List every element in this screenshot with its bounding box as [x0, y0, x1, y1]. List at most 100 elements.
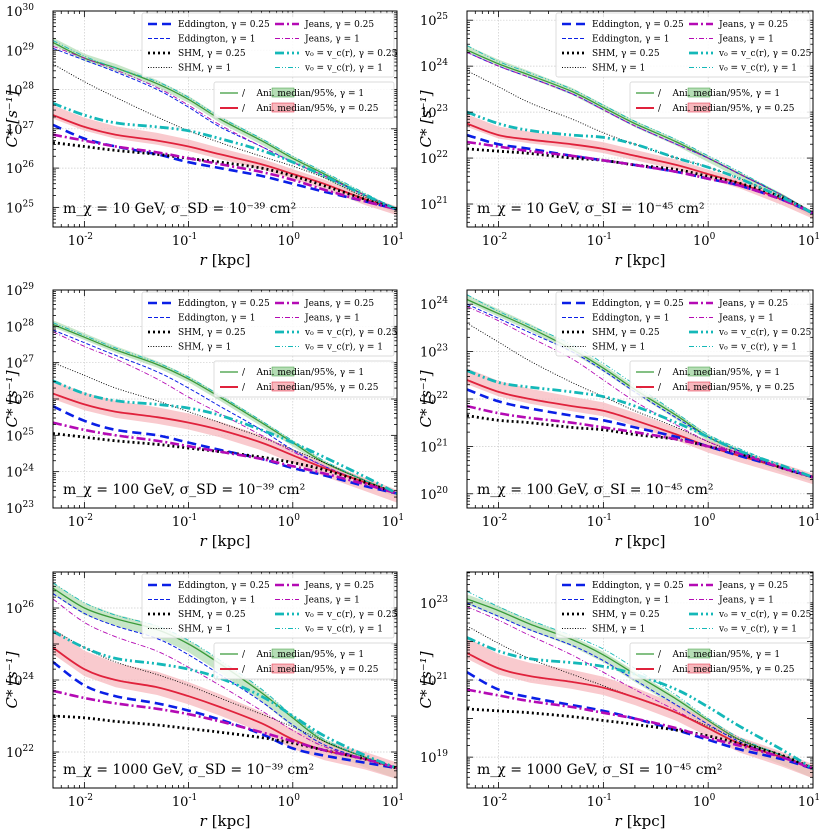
- y-axis-label: C* [s⁻¹]: [3, 651, 21, 708]
- x-tick-exp: 1: [398, 513, 404, 523]
- x-tick-label: 101: [798, 232, 820, 249]
- ani-band-gamma-025: [53, 380, 397, 503]
- legend-box-ani: [629, 360, 811, 398]
- y-tick-exp: 27: [23, 121, 35, 131]
- x-tick-exp: 0: [710, 793, 716, 803]
- ani-band-gamma-025: [467, 368, 813, 485]
- y-tick-label: 1028: [6, 318, 34, 335]
- legend-label-vc_025: v₀ = v_c(r), γ = 0.25: [304, 48, 398, 59]
- panel-annotation: m_χ = 100 GeV, σ_SI = 10⁻⁴⁵ cm²: [477, 482, 714, 498]
- series-line-0: [467, 388, 813, 479]
- legend-label-jeans_1: Jeans, γ = 1: [304, 314, 360, 324]
- legend-patch-ani_1: [271, 87, 295, 98]
- y-tick-label: 1019: [420, 749, 448, 766]
- x-tick-label: 100: [278, 793, 301, 810]
- legend-label-vc_1: v₀ = v_c(r), γ = 1: [304, 624, 383, 635]
- x-axis-unit: [kpc]: [212, 812, 251, 830]
- x-axis-label: r [kpc]: [615, 251, 666, 269]
- legend-label-vc_025: v₀ = v_c(r), γ = 0.25: [718, 48, 812, 59]
- legend-patch-ani_1: [687, 87, 711, 98]
- legend-label-shm_1: SHM, γ = 1: [592, 625, 645, 635]
- ani-band-gamma-1: [53, 582, 397, 779]
- x-axis-var: r: [615, 812, 623, 830]
- x-tick-base: 10: [172, 515, 189, 530]
- series-line-4: [53, 421, 397, 495]
- series-line-7: [467, 294, 813, 478]
- legend-box: [141, 12, 395, 78]
- series-line-0: [53, 123, 397, 211]
- y-tick-exp: 27: [23, 355, 35, 365]
- y-tick-exp: 28: [23, 318, 35, 328]
- x-tick-label: 101: [382, 232, 404, 249]
- plot-area: [53, 37, 397, 216]
- plot-area: [467, 45, 813, 219]
- series-line-5: [467, 51, 813, 214]
- x-axis-label: r [kpc]: [200, 532, 251, 550]
- panel-annotation: m_χ = 100 GeV, σ_SD = 10⁻³⁹ cm²: [63, 482, 305, 498]
- legend-label-eddington_1: Eddington, γ = 1: [178, 596, 255, 606]
- legend-label-vc_025: v₀ = v_c(r), γ = 0.25: [304, 609, 398, 620]
- legend-label-shm_1: SHM, γ = 1: [178, 343, 231, 353]
- x-tick-base: 10: [587, 795, 604, 810]
- x-axis: 10 -2 10-1 100 101: [466, 11, 820, 249]
- x-tick-base: 10: [693, 234, 710, 249]
- legend-label-jeans_025: Jeans, γ = 0.25: [304, 581, 374, 591]
- series-line-4: [467, 140, 813, 215]
- series-line-6: [467, 110, 813, 215]
- x-tick-exp: 1: [814, 793, 820, 803]
- series-line-0: [53, 660, 397, 770]
- series-line-1: [467, 602, 813, 770]
- x-tick-label: 10-1: [587, 513, 612, 530]
- y-tick-label: 1025: [6, 427, 34, 444]
- x-tick-label: 10-1: [587, 232, 612, 249]
- legend-patch-ani_1: [271, 648, 295, 659]
- panel-annotation: m_χ = 10 GeV, σ_SD = 10⁻³⁹ cm²: [63, 201, 296, 217]
- legend-box-ani: [629, 81, 811, 119]
- x-tick-base: 10: [382, 515, 399, 530]
- x-tick-label: 100: [693, 232, 716, 249]
- legend-label-eddington_1: Eddington, γ = 1: [178, 35, 255, 45]
- x-tick-exp: -2: [498, 232, 507, 242]
- legend-label-eddington_1: Eddington, γ = 1: [592, 596, 669, 606]
- x-tick-label: 101: [382, 513, 404, 530]
- x-tick-exp: -1: [188, 513, 197, 523]
- legend: Eddington, γ = 0.25 Eddington, γ = 1 SHM, …: [141, 12, 398, 119]
- x-tick-label: 10-2: [68, 793, 93, 810]
- x-axis-label: r [kpc]: [615, 812, 666, 830]
- legend-label-vc_1: v₀ = v_c(r), γ = 1: [304, 342, 383, 353]
- legend-box: [555, 12, 811, 78]
- x-axis-var: r: [200, 812, 208, 830]
- x-axis-unit: [kpc]: [627, 251, 666, 269]
- legend-label-shm_1: SHM, γ = 1: [178, 64, 231, 74]
- series-line-9: [467, 379, 813, 479]
- legend-label-ani_025: / Ani. median/95%, γ = 0.25: [658, 665, 795, 675]
- legend-label-jeans_025: Jeans, γ = 0.25: [304, 20, 374, 30]
- legend-box: [555, 573, 811, 639]
- series-line-5: [53, 45, 397, 210]
- series-line-0: [467, 133, 813, 215]
- x-tick-exp: 0: [294, 793, 300, 803]
- series-line-3: [53, 362, 397, 494]
- y-tick-exp: 28: [23, 82, 35, 92]
- legend-patch-ani_025: [687, 663, 711, 674]
- y-tick-label: 1029: [6, 282, 34, 299]
- legend-patch-ani_025: [271, 102, 295, 113]
- x-tick-label: 10-2: [68, 513, 93, 530]
- x-tick-exp: -2: [498, 513, 507, 523]
- y-tick-exp: 21: [437, 438, 448, 448]
- series-line-5: [53, 331, 397, 494]
- series-line-4: [53, 689, 397, 770]
- y-tick-label: 1029: [6, 42, 34, 59]
- x-tick-label: 100: [693, 793, 716, 810]
- ani-band-gamma-1: [467, 294, 813, 482]
- y-tick-exp: 22: [437, 150, 448, 160]
- y-axis-label: C* [s⁻¹]: [3, 370, 21, 427]
- x-tick-exp: 1: [814, 232, 820, 242]
- x-tick-exp: -2: [84, 513, 93, 523]
- y-tick-exp: 24: [23, 672, 35, 682]
- y-tick-label: 1022: [6, 744, 34, 761]
- x-tick-exp: -2: [498, 793, 507, 803]
- x-tick-label: 10-2: [68, 232, 93, 249]
- legend-label-vc_1: v₀ = v_c(r), γ = 1: [718, 624, 797, 635]
